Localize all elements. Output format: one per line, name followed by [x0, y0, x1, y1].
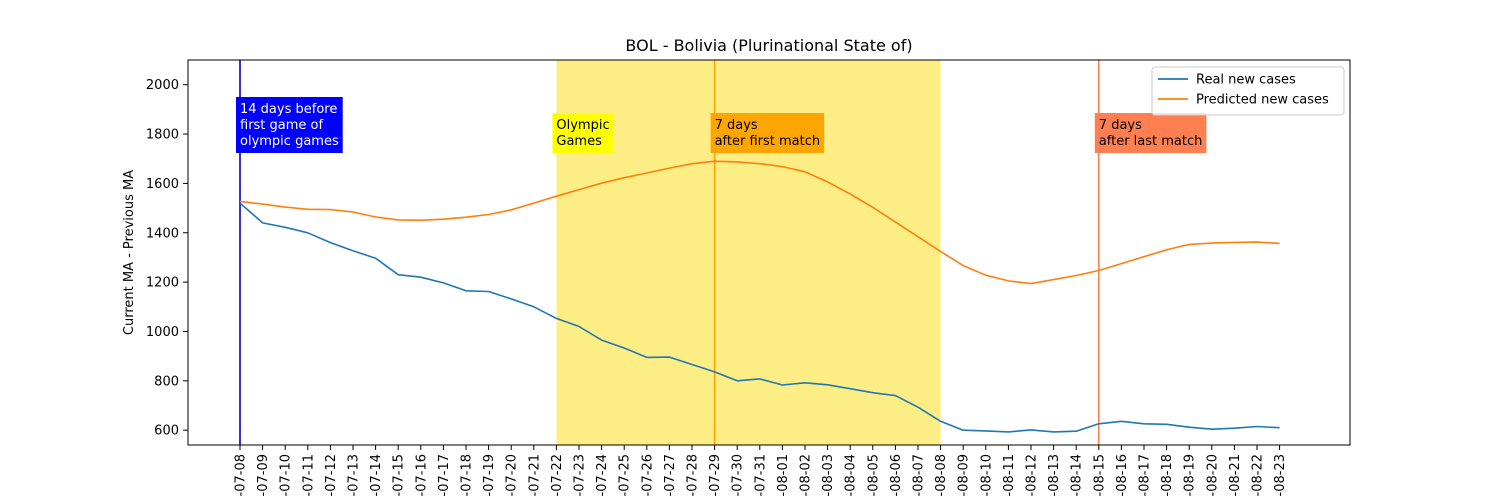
x-tick-label: -07-10 [279, 454, 294, 496]
x-tick-label: -07-24 [595, 454, 610, 496]
y-tick-label: 1200 [146, 276, 179, 291]
x-tick-label: -08-06 [889, 454, 904, 496]
x-tick-label: -07-16 [414, 454, 429, 496]
annotation-text: 14 days before [240, 102, 337, 117]
annotation-text: 7 days [1099, 118, 1142, 133]
legend-label: Predicted new cases [1196, 93, 1329, 108]
annotation-text: Games [556, 134, 602, 149]
x-tick-label: -08-20 [1205, 454, 1220, 496]
y-tick-label: 1800 [146, 128, 179, 143]
x-tick-label: -08-07 [912, 454, 927, 496]
annotation-text: after last match [1099, 134, 1203, 149]
annotation-text: olympic games [240, 134, 339, 149]
plot-frame [187, 59, 1351, 446]
x-tick-label: -08-01 [776, 454, 791, 496]
y-tick-label: 1400 [146, 226, 179, 241]
x-tick-label: -08-14 [1070, 454, 1085, 496]
x-tick-label: -07-23 [573, 454, 588, 496]
x-tick-label: -07-20 [505, 454, 520, 496]
y-tick-label: 800 [154, 374, 179, 389]
x-tick-label: -08-10 [979, 454, 994, 496]
x-tick-label: -07-14 [369, 454, 384, 496]
y-tick-label: 1000 [146, 325, 179, 340]
x-tick-label: -07-21 [527, 454, 542, 496]
series-line-real [239, 202, 1280, 433]
legend-label: Real new cases [1196, 73, 1296, 88]
x-tick-label: -08-21 [1228, 454, 1243, 496]
x-tick-label: -07-09 [256, 454, 271, 496]
x-tick-label: -08-12 [1025, 454, 1040, 496]
x-tick-label: -08-18 [1160, 454, 1175, 496]
x-tick-label: -07-28 [686, 454, 701, 496]
x-tick-label: -08-22 [1251, 454, 1266, 496]
x-tick-label: -07-13 [347, 454, 362, 496]
legend: Real new cases Predicted new cases [1151, 66, 1345, 116]
x-tick-label: -07-25 [618, 454, 633, 496]
x-tick-label: -07-19 [482, 454, 497, 496]
x-tick-label: -07-15 [392, 454, 407, 496]
x-tick-label: -07-31 [753, 454, 768, 496]
x-tick-label: -08-03 [821, 454, 836, 496]
annotation-text: 7 days [715, 118, 758, 133]
x-tick-label: -07-12 [324, 454, 339, 496]
x-tick-label: -07-30 [731, 454, 746, 496]
x-tick-label: -07-17 [437, 454, 452, 496]
annotation-text: after first match [715, 134, 821, 149]
x-tick-label: -08-13 [1047, 454, 1062, 496]
x-tick-label: -07-26 [640, 454, 655, 496]
annotation-text: first game of [240, 118, 324, 133]
legend-frame [1151, 66, 1345, 116]
y-axis-label: Current MA - Previous MA [122, 170, 137, 335]
chart-title: BOL - Bolivia (Plurinational State of) [625, 36, 912, 55]
y-tick-label: 2000 [146, 78, 179, 93]
x-tick-label: -08-05 [866, 454, 881, 496]
annotation-text: Olympic [556, 118, 609, 133]
series-line-predicted [239, 160, 1280, 285]
x-tick-label: -07-18 [460, 454, 475, 496]
x-tick-label: -07-08 [234, 454, 249, 496]
x-tick-label: -07-11 [301, 454, 316, 496]
x-tick-label: -08-23 [1273, 454, 1288, 496]
x-tick-label: -08-08 [934, 454, 949, 496]
x-tick-label: -08-09 [957, 454, 972, 496]
x-tick-label: -08-11 [1002, 454, 1017, 496]
x-tick-label: -08-19 [1183, 454, 1198, 496]
x-tick-label: -07-22 [550, 454, 565, 496]
x-tick-label: -07-27 [663, 454, 678, 496]
y-tick-label: 1600 [146, 177, 179, 192]
y-tick-label: 600 [154, 424, 179, 439]
x-tick-label: -07-29 [708, 454, 723, 496]
x-tick-label: -08-17 [1138, 454, 1153, 496]
x-tick-label: -08-15 [1092, 454, 1107, 496]
x-tick-label: -08-04 [844, 454, 859, 496]
x-tick-label: -08-02 [799, 454, 814, 496]
x-tick-label: -08-16 [1115, 454, 1130, 496]
